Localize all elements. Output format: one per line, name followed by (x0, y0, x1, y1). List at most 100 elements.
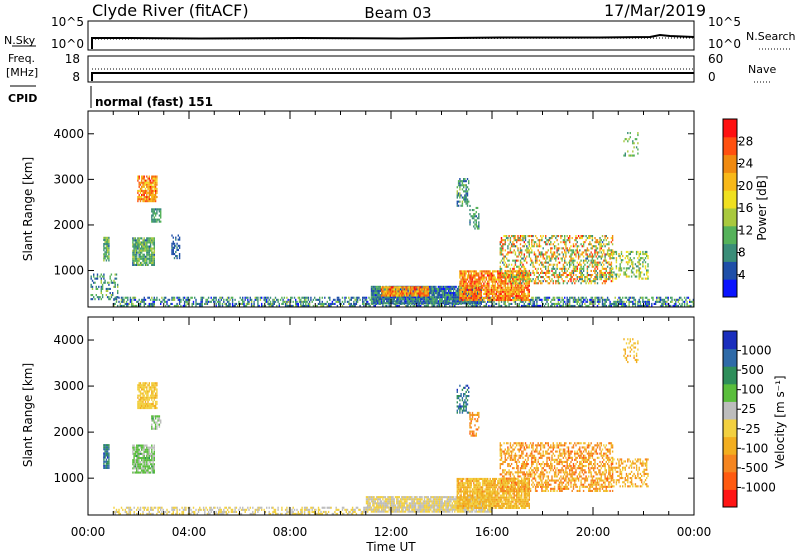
data-cell (558, 249, 559, 251)
data-cell (144, 262, 145, 264)
data-cell (500, 262, 501, 264)
data-cell (208, 297, 209, 299)
data-cell (508, 289, 509, 291)
data-cell (486, 283, 487, 285)
data-cell (151, 178, 152, 180)
data-cell (502, 295, 503, 297)
data-cell (133, 246, 134, 248)
data-cell (376, 288, 377, 290)
data-cell (104, 255, 105, 257)
data-cell (604, 282, 605, 284)
data-cell (477, 274, 478, 276)
data-cell (176, 257, 177, 259)
data-cell (490, 297, 491, 299)
data-cell (469, 209, 470, 211)
data-cell (484, 297, 485, 299)
data-cell (520, 249, 521, 251)
data-cell (414, 288, 415, 290)
data-cell (585, 251, 586, 253)
data-cell (508, 287, 509, 289)
data-cell (483, 283, 484, 285)
data-cell (517, 274, 518, 276)
data-cell (637, 265, 638, 267)
data-cell (625, 303, 626, 305)
data-cell (386, 300, 387, 302)
data-cell (587, 247, 588, 249)
data-cell (418, 290, 419, 292)
data-cell (522, 235, 523, 237)
data-cell (597, 297, 598, 299)
data-cell (372, 296, 373, 298)
data-cell (195, 299, 196, 301)
data-cell (548, 270, 549, 272)
data-cell (416, 290, 417, 292)
data-cell (467, 287, 468, 289)
data-cell (568, 251, 569, 253)
data-cell (472, 291, 473, 293)
data-cell (524, 303, 525, 305)
data-cell (155, 198, 156, 200)
data-cell (608, 247, 609, 249)
data-cell (308, 303, 309, 305)
data-cell (134, 507, 135, 509)
data-cell (577, 270, 578, 272)
search-tick-low: 10^0 (708, 37, 741, 51)
data-cell (596, 266, 597, 268)
data-cell (444, 290, 445, 292)
data-cell (640, 301, 641, 303)
data-cell (428, 295, 429, 297)
data-cell (620, 297, 621, 299)
data-cell (546, 280, 547, 282)
data-cell (440, 288, 441, 290)
data-cell (554, 297, 555, 299)
data-cell (141, 258, 142, 260)
data-cell (132, 241, 133, 243)
data-cell (640, 253, 641, 255)
colorbar-segment (723, 208, 737, 226)
data-cell (433, 294, 434, 296)
data-cell (306, 301, 307, 303)
data-cell (584, 278, 585, 280)
data-cell (637, 153, 638, 155)
data-cell (462, 279, 463, 281)
data-cell (402, 292, 403, 294)
colorbar-segment (723, 119, 737, 137)
data-cell (149, 250, 150, 252)
data-cell (286, 297, 287, 299)
data-cell (474, 223, 475, 225)
data-cell (140, 188, 141, 190)
data-cell (477, 302, 478, 304)
data-cell (550, 301, 551, 303)
data-cell (141, 198, 142, 200)
data-cell (642, 278, 643, 280)
data-cell (448, 296, 449, 298)
data-cell (585, 253, 586, 255)
data-cell (460, 180, 461, 182)
data-cell (505, 285, 506, 287)
data-cell (526, 297, 527, 299)
data-cell (363, 297, 364, 299)
data-cell (594, 282, 595, 284)
data-cell (553, 274, 554, 276)
data-cell (380, 302, 381, 304)
data-cell (519, 293, 520, 295)
data-cell (492, 274, 493, 276)
data-cell (337, 297, 338, 299)
data-cell (397, 298, 398, 300)
data-cell (514, 289, 515, 291)
data-cell (161, 507, 162, 509)
data-cell (506, 274, 507, 276)
data-cell (556, 251, 557, 253)
data-cell (459, 184, 460, 186)
data-cell (161, 301, 162, 303)
data-cell (589, 299, 590, 301)
data-cell (155, 178, 156, 180)
data-cell (553, 251, 554, 253)
data-cell (560, 235, 561, 237)
data-cell (152, 239, 153, 241)
data-cell (103, 249, 104, 251)
data-cell (529, 285, 530, 287)
data-cell (227, 297, 228, 299)
data-cell (592, 258, 593, 260)
data-cell (481, 279, 482, 281)
